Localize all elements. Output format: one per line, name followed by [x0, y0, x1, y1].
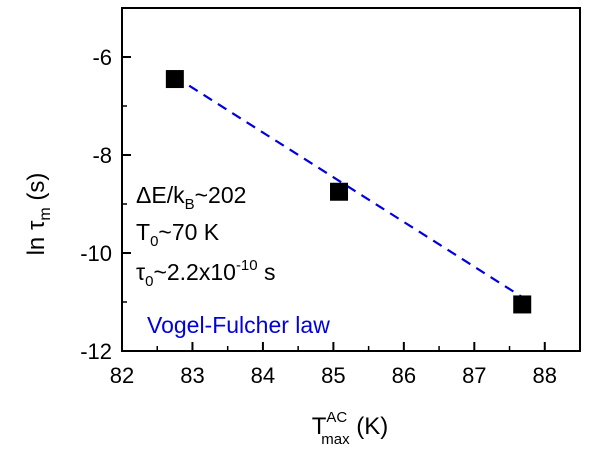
plot-frame: [121, 7, 581, 352]
x-axis-title: TAC max (K): [312, 409, 389, 448]
x-tick-label: 88: [533, 363, 557, 388]
x-tick-label: 85: [321, 363, 345, 388]
y-tick-label: -12: [80, 339, 112, 364]
legend-vogel-fulcher: Vogel-Fulcher law: [147, 312, 330, 338]
x-tick-label: 82: [110, 363, 134, 388]
fit-line: [174, 75, 523, 299]
x-axis-ticks: 82 83 84 85 86 87 88: [110, 342, 557, 388]
y-tick-label: -6: [92, 45, 112, 70]
data-point: [165, 70, 184, 89]
data-point: [513, 295, 532, 314]
data-marks: [165, 70, 532, 314]
x-tick-label: 83: [180, 363, 204, 388]
x-tick-label: 87: [462, 363, 486, 388]
x-tick-label: 84: [251, 363, 275, 388]
y-tick-label: -10: [80, 241, 112, 266]
y-axis-title: ln τm (s): [23, 173, 54, 256]
x-tick-label: 86: [392, 363, 416, 388]
y-tick-label: -8: [92, 143, 112, 168]
annotation-activation-energy: ΔE/kB~202: [136, 182, 246, 213]
data-point: [330, 182, 349, 201]
annotation-tau0: τ0~2.2x10-10 s: [136, 257, 276, 290]
y-axis-ticks: -12 -10 -8 -6: [80, 45, 131, 364]
annotation-t0: T0~70 K: [136, 219, 220, 250]
